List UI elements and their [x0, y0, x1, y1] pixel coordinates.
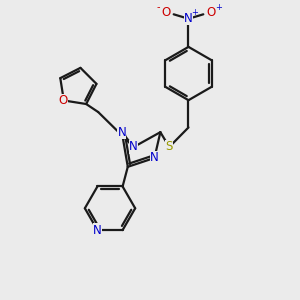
Text: -: -: [156, 2, 160, 13]
Text: N: N: [93, 224, 102, 237]
Text: +: +: [192, 8, 199, 17]
Text: N: N: [150, 152, 159, 164]
Text: N: N: [118, 126, 126, 139]
Text: O: O: [206, 6, 215, 19]
Text: +: +: [216, 3, 222, 12]
Text: N: N: [184, 12, 193, 25]
Text: N: N: [129, 140, 138, 154]
Text: S: S: [166, 140, 173, 154]
Text: O: O: [58, 94, 68, 107]
Text: O: O: [162, 6, 171, 19]
